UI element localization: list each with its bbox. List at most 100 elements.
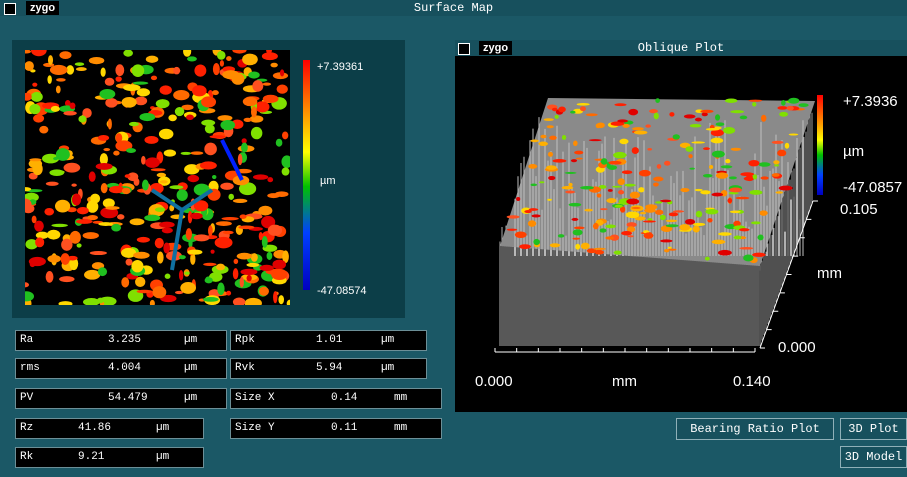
map-texture	[121, 247, 137, 258]
map-texture	[212, 174, 217, 180]
surface-texture	[688, 154, 693, 159]
map-texture	[107, 118, 112, 130]
map-texture	[239, 214, 247, 219]
surface-top	[500, 98, 815, 266]
parameter-label: PV	[20, 392, 34, 404]
map-texture	[155, 99, 170, 109]
surface-texture	[757, 234, 764, 241]
surface-texture	[653, 182, 659, 187]
map-texture	[240, 268, 258, 276]
map-texture	[242, 96, 258, 107]
map-texture	[123, 50, 133, 57]
map-texture	[117, 214, 125, 220]
map-texture	[176, 189, 188, 201]
map-texture	[133, 251, 150, 259]
surface-texture	[689, 124, 702, 128]
surface-texture	[571, 217, 579, 221]
surface-texture	[519, 244, 531, 250]
map-texture	[126, 148, 137, 153]
map-texture	[90, 193, 101, 204]
map-texture	[214, 236, 233, 249]
parameter-label: Rk	[20, 451, 34, 463]
map-texture	[103, 147, 111, 152]
map-texture	[121, 97, 137, 108]
map-texture	[228, 193, 235, 200]
map-texture	[211, 90, 219, 96]
map-texture	[144, 214, 161, 222]
surface-texture	[752, 102, 757, 107]
map-texture	[239, 276, 244, 288]
parameter-field: rms 4.004 µm	[15, 358, 227, 379]
surface-texture	[689, 167, 695, 170]
surface-texture	[773, 160, 780, 165]
surface-texture	[664, 248, 670, 253]
surface-texture	[599, 228, 607, 233]
map-texture	[202, 297, 219, 302]
surface-texture	[626, 226, 636, 233]
map-texture	[99, 88, 116, 100]
surface-texture	[598, 185, 607, 189]
surface-texture	[596, 193, 602, 198]
surface-texture	[784, 142, 790, 149]
window-menu-icon[interactable]	[4, 3, 16, 15]
map-texture	[88, 56, 105, 65]
surface-texture	[552, 159, 567, 163]
button[interactable]: 3D Model	[840, 446, 907, 468]
map-texture	[261, 215, 276, 229]
parameter-unit: µm	[156, 422, 170, 434]
map-texture	[261, 52, 278, 61]
surface-texture	[561, 135, 567, 140]
oblique-menu-icon[interactable]	[458, 43, 470, 55]
surface-texture	[748, 99, 763, 102]
surface-texture	[594, 249, 605, 255]
map-texture	[254, 101, 270, 113]
surface-map: +7.39361 µm -47.08574	[25, 50, 367, 305]
button[interactable]: 3D Plot	[840, 418, 907, 440]
map-texture	[216, 50, 226, 60]
map-texture	[63, 162, 81, 173]
surface-texture	[692, 222, 706, 227]
surface-texture	[669, 112, 675, 117]
surface-texture	[547, 198, 552, 201]
surface-texture	[593, 247, 606, 251]
map-texture	[250, 106, 257, 118]
map-texture	[190, 151, 204, 155]
surface-texture	[733, 235, 742, 240]
surface-texture	[576, 103, 590, 106]
surface-texture	[723, 127, 736, 134]
parameter-unit: µm	[381, 362, 395, 374]
surface-texture	[711, 239, 726, 245]
map-texture	[222, 230, 234, 235]
map-texture	[250, 126, 263, 140]
x-unit-label: mm	[612, 373, 637, 390]
map-texture	[39, 125, 49, 134]
map-texture	[238, 225, 255, 230]
surface-texture	[727, 198, 733, 204]
map-texture	[242, 53, 258, 66]
surface-texture	[592, 222, 599, 230]
surface-texture	[660, 239, 673, 243]
button[interactable]: Bearing Ratio Plot	[676, 418, 834, 440]
oblique-title-bar: zygo Oblique Plot	[455, 40, 907, 56]
map-texture	[278, 295, 285, 305]
map-texture	[161, 227, 173, 234]
map-texture	[180, 151, 192, 155]
surface-texture	[700, 190, 711, 195]
surface-texture	[668, 212, 679, 217]
surface-texture	[570, 159, 578, 163]
map-texture	[173, 90, 190, 101]
map-texture	[71, 183, 77, 187]
surface-texture	[564, 171, 577, 174]
map-texture	[238, 182, 257, 196]
map-texture	[88, 171, 96, 182]
surface-texture	[752, 174, 758, 180]
surface-texture	[605, 224, 617, 229]
surface-texture	[711, 150, 725, 158]
map-texture	[246, 274, 252, 282]
surface-texture	[557, 234, 565, 238]
map-texture	[25, 187, 32, 192]
surface-texture	[622, 123, 630, 128]
map-texture	[66, 65, 75, 75]
surface-texture	[684, 218, 696, 225]
x-max-label: 0.140	[733, 373, 771, 390]
